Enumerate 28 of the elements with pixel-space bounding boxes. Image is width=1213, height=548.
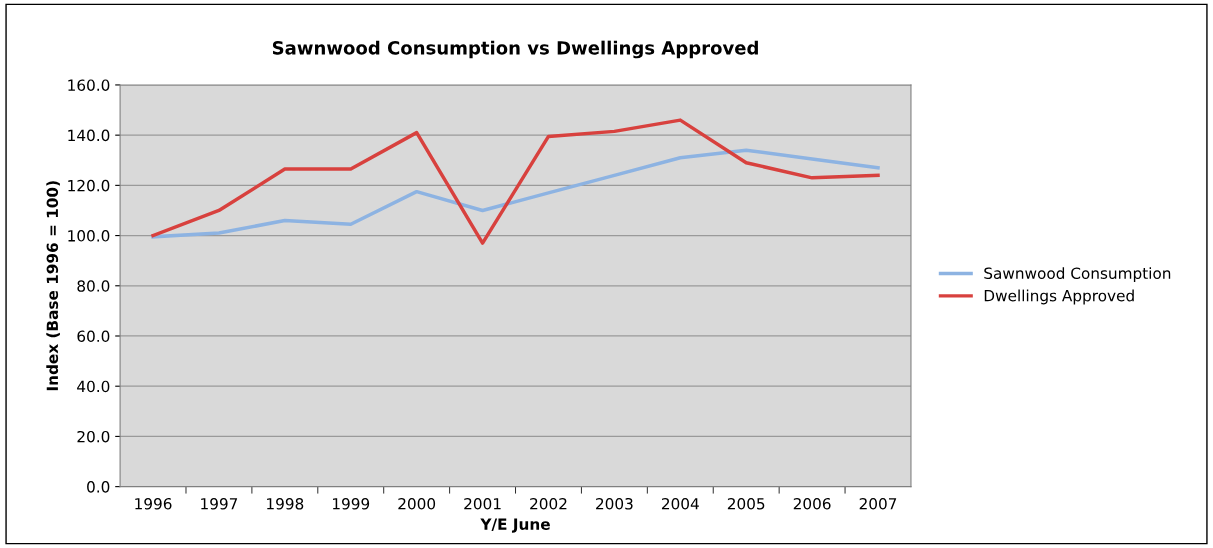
x-tick-label: 2003 xyxy=(596,498,633,510)
y-tick-label: 100.0 xyxy=(68,230,110,242)
x-axis-title: Y/E June xyxy=(480,518,550,533)
legend-label: Dwellings Approved xyxy=(984,289,1134,305)
y-tick-label: 0.0 xyxy=(87,481,110,493)
x-tick-label: 2006 xyxy=(793,498,831,510)
x-tick-label: 2000 xyxy=(398,498,436,510)
y-tick-label: 40.0 xyxy=(77,380,110,393)
x-tick-label: 1997 xyxy=(201,498,238,510)
y-axis-title: Index (Base 1996 = 100) xyxy=(46,181,60,391)
chart-title: Sawnwood Consumption vs Dwellings Approved xyxy=(272,40,758,59)
x-tick-label: 1998 xyxy=(267,498,304,510)
y-tick-label: 80.0 xyxy=(77,280,110,292)
y-tick-label: 160.0 xyxy=(68,79,110,91)
x-tick-label: 1996 xyxy=(135,498,172,510)
y-tick-label: 60.0 xyxy=(77,330,110,343)
line-series xyxy=(151,148,880,239)
legend-label: Sawnwood Consumption xyxy=(984,267,1171,282)
x-tick-label: 2001 xyxy=(464,498,501,510)
y-tick-label: 20.0 xyxy=(77,430,110,443)
x-tick-label: 2007 xyxy=(859,498,897,510)
x-tick-label: 2005 xyxy=(727,498,765,510)
y-tick-label: 120.0 xyxy=(68,179,110,192)
line-series xyxy=(151,118,880,245)
x-tick-label: 2002 xyxy=(530,498,567,510)
x-tick-label: 2004 xyxy=(661,498,699,510)
y-tick-label: 140.0 xyxy=(68,129,110,142)
x-tick-label: 1999 xyxy=(333,498,370,510)
